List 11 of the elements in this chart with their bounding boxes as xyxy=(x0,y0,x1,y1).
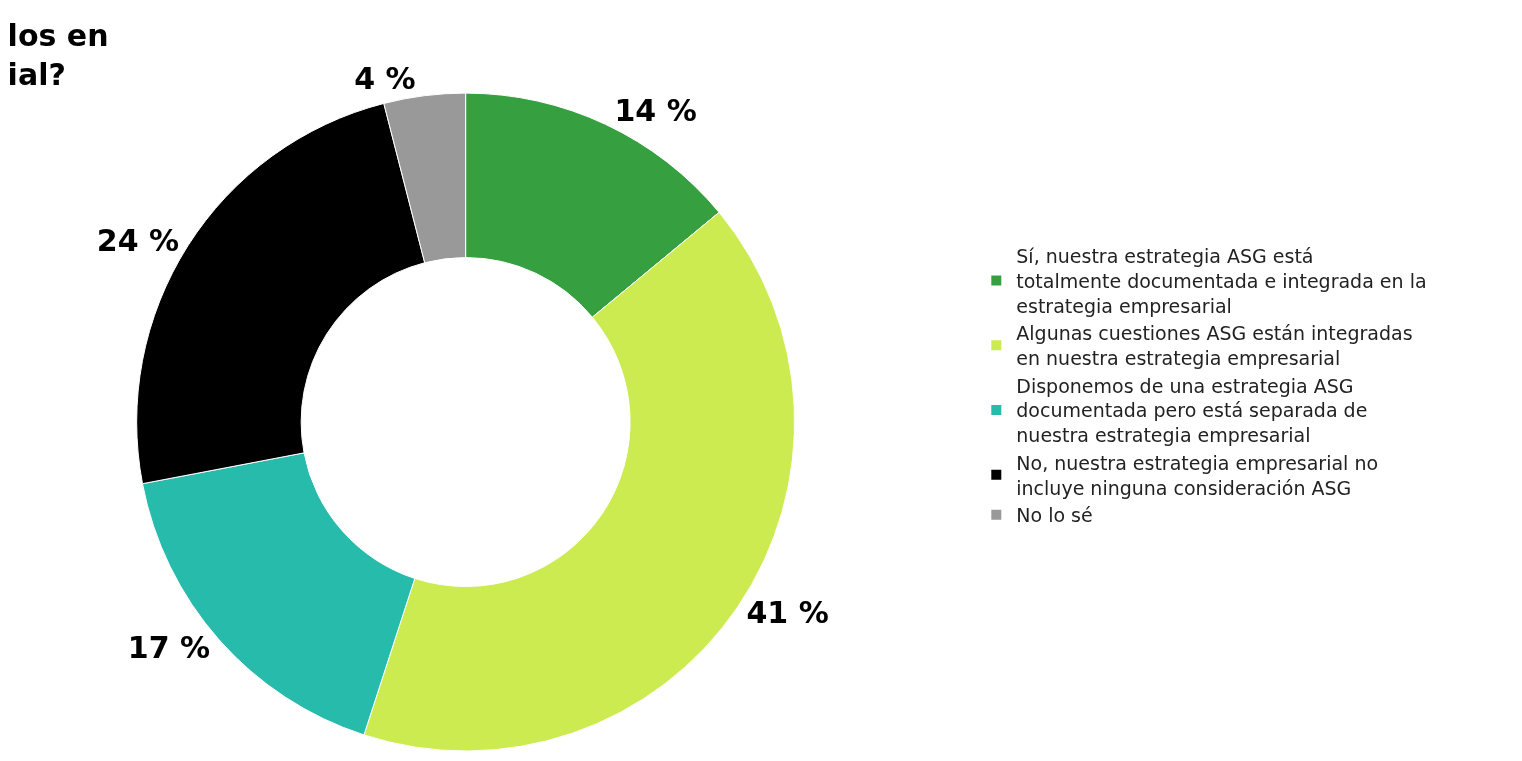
data-label: 41 % xyxy=(746,594,829,630)
data-label: 4 % xyxy=(354,60,416,96)
legend-label: Algunas cuestiones ASG están integradas en nuestra estrategia empresarial xyxy=(1016,322,1413,370)
legend-label: Sí, nuestra estrategia ASG está totalmente documentada e integrada en la estrategia empresarial xyxy=(1016,245,1427,317)
data-label: 24 % xyxy=(96,223,180,259)
legend-label: Disponemos de una estrategia ASG documentada pero está separada de nuestra estrategia empresarial xyxy=(1016,374,1368,447)
data-label: 17 % xyxy=(127,629,211,665)
legend-label: No, nuestra estrategia empresarial no incluye ninguna consideración ASG xyxy=(1016,451,1379,499)
chart-title: los en ial? xyxy=(7,17,109,92)
data-label: 14 % xyxy=(614,92,697,128)
legend-label: No lo sé xyxy=(1016,504,1093,527)
